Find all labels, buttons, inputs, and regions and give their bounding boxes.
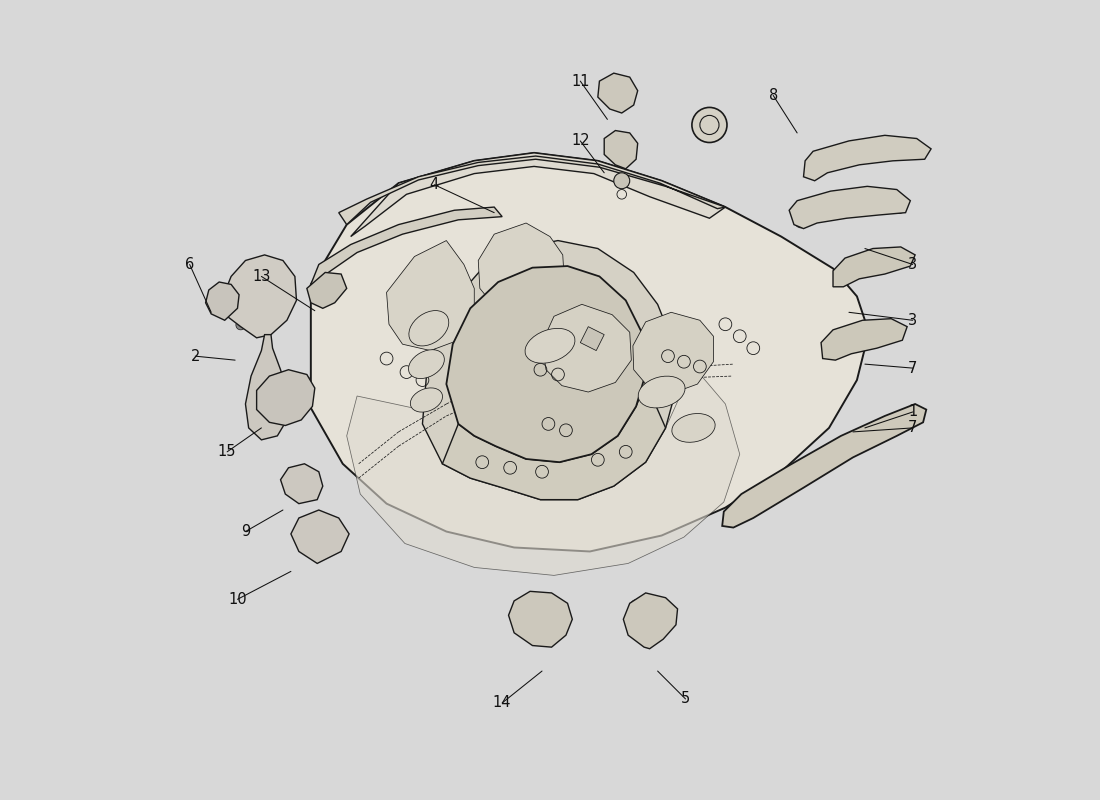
- Text: 9: 9: [241, 524, 250, 539]
- Polygon shape: [223, 255, 297, 338]
- Polygon shape: [723, 404, 926, 527]
- Polygon shape: [821, 318, 908, 360]
- Text: 6: 6: [185, 257, 195, 272]
- Polygon shape: [581, 326, 604, 350]
- Polygon shape: [604, 130, 638, 169]
- Polygon shape: [447, 266, 647, 462]
- Polygon shape: [346, 366, 739, 575]
- Polygon shape: [442, 382, 666, 500]
- Polygon shape: [422, 241, 678, 500]
- Polygon shape: [311, 153, 869, 551]
- Polygon shape: [339, 156, 725, 225]
- Text: 7: 7: [908, 421, 917, 435]
- Polygon shape: [803, 135, 931, 181]
- Text: 3: 3: [909, 313, 917, 328]
- Polygon shape: [290, 510, 349, 563]
- Polygon shape: [311, 207, 503, 294]
- Polygon shape: [542, 304, 631, 392]
- Polygon shape: [206, 282, 239, 320]
- Text: 11: 11: [571, 74, 590, 89]
- Polygon shape: [632, 312, 714, 394]
- Polygon shape: [597, 73, 638, 113]
- Text: 5: 5: [681, 691, 690, 706]
- Text: 3: 3: [909, 257, 917, 272]
- Text: 2: 2: [190, 349, 200, 364]
- Polygon shape: [624, 593, 678, 649]
- Text: 14: 14: [493, 695, 512, 710]
- Ellipse shape: [408, 350, 444, 378]
- Ellipse shape: [672, 414, 715, 442]
- Text: 7: 7: [908, 361, 917, 376]
- Ellipse shape: [525, 328, 575, 363]
- Polygon shape: [478, 223, 564, 314]
- Ellipse shape: [410, 388, 442, 412]
- Polygon shape: [789, 186, 911, 229]
- Ellipse shape: [409, 310, 449, 346]
- Polygon shape: [833, 247, 915, 286]
- Circle shape: [692, 107, 727, 142]
- Polygon shape: [386, 241, 474, 350]
- Text: 13: 13: [252, 269, 271, 284]
- Polygon shape: [280, 464, 322, 504]
- Polygon shape: [508, 591, 572, 647]
- Text: 10: 10: [228, 592, 246, 607]
- Polygon shape: [307, 273, 346, 308]
- Text: 4: 4: [430, 178, 439, 192]
- Text: 8: 8: [769, 88, 778, 103]
- Text: 1: 1: [909, 405, 917, 419]
- Polygon shape: [245, 334, 288, 440]
- Polygon shape: [351, 153, 725, 237]
- Text: 12: 12: [571, 134, 590, 149]
- Text: 15: 15: [218, 444, 236, 459]
- Polygon shape: [256, 370, 315, 426]
- Circle shape: [614, 173, 629, 189]
- Ellipse shape: [638, 376, 685, 408]
- Circle shape: [235, 320, 245, 330]
